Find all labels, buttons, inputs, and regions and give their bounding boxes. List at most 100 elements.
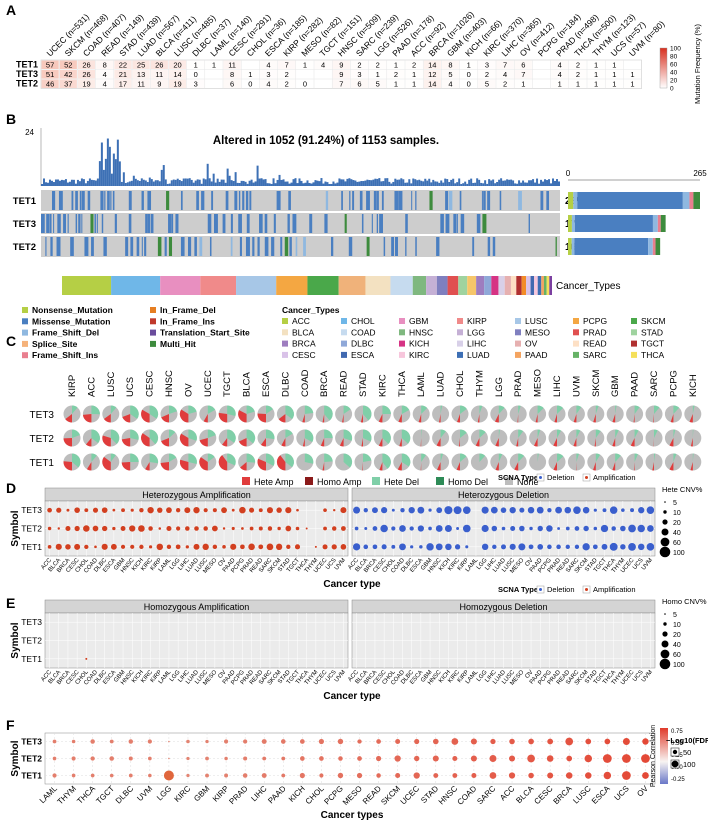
histogram-bar xyxy=(368,180,371,186)
cancer-legend-swatch xyxy=(341,318,347,324)
mutation-cell xyxy=(330,237,334,256)
cnv-dot xyxy=(518,543,526,551)
histogram-bar xyxy=(482,183,485,186)
mutation-cell xyxy=(201,191,205,210)
pie-hete-amp-slice xyxy=(257,458,266,471)
histogram-bar xyxy=(280,179,283,186)
facet-title: Heterozygous Amplification xyxy=(142,490,251,500)
cnv-dot xyxy=(212,508,217,513)
mutation-cell xyxy=(344,214,347,233)
cancer-legend-swatch xyxy=(341,329,347,336)
cell-value: 1 xyxy=(612,70,616,79)
histogram-bar xyxy=(174,179,177,186)
pie-hete-amp-slice xyxy=(361,438,363,447)
cancer-type-segment xyxy=(543,276,547,295)
cnv-dot xyxy=(138,525,145,532)
histogram-bar xyxy=(240,180,243,186)
cancer-pie-label: SKCM xyxy=(591,369,602,397)
y-tick-label: TET2 xyxy=(21,524,42,534)
mutation-cell xyxy=(166,191,170,210)
histogram-bar xyxy=(41,183,43,186)
cnv-dot xyxy=(202,543,209,551)
cnv-dot xyxy=(637,543,645,551)
mutation-legend-swatch xyxy=(150,318,156,325)
cell-value: 1 xyxy=(594,80,598,89)
histogram-bar xyxy=(426,180,429,186)
cancer-legend-swatch xyxy=(515,351,521,358)
histogram-bar xyxy=(258,178,261,186)
histogram-bar xyxy=(84,183,87,186)
mutation-legend-swatch xyxy=(150,340,156,347)
cnv-dot xyxy=(557,527,561,530)
cancer-pie-label: PAAD xyxy=(630,372,641,397)
histogram-bar xyxy=(148,177,151,186)
histogram-bar xyxy=(338,178,341,186)
pie-hete-amp-slice xyxy=(65,414,72,423)
pie-hete-amp-slice xyxy=(669,438,674,447)
pie-hete-del-slice xyxy=(246,429,256,444)
correlation-dot xyxy=(471,772,477,779)
histogram-bar xyxy=(450,179,453,186)
mutation-cell xyxy=(50,237,53,256)
pie-hete-del-slice xyxy=(498,405,505,414)
histogram-bar xyxy=(474,182,477,186)
mutation-cell xyxy=(125,237,129,256)
pie-hete-del-slice xyxy=(343,429,353,441)
histogram-bar xyxy=(154,180,157,186)
panel-letter-c: C xyxy=(6,333,16,349)
cnv-dot xyxy=(285,525,292,532)
cancer-legend-label: TGCT xyxy=(641,339,664,349)
histogram-bar xyxy=(558,181,560,186)
cnv-dot xyxy=(565,526,570,531)
cancer-legend-label: DLBC xyxy=(351,339,374,349)
histogram-bar xyxy=(132,175,135,186)
mutation-cell xyxy=(242,191,245,210)
pie-hete-amp-slice xyxy=(260,438,266,447)
correlation-dot xyxy=(337,738,344,745)
histogram-bar xyxy=(130,180,133,186)
mutation-cell xyxy=(101,214,104,233)
mutation-cell xyxy=(222,214,226,233)
heatmap-cell xyxy=(59,79,77,88)
pie-hete-del-slice xyxy=(110,405,117,414)
pie-hete-del-slice xyxy=(518,429,524,438)
cnv-dot xyxy=(436,507,443,514)
pie-hete-del-slice xyxy=(615,405,617,414)
pie-hete-amp-slice xyxy=(689,414,693,423)
heatmap-cell xyxy=(150,60,168,69)
pie-hete-amp-slice xyxy=(514,462,519,471)
mutation-cell xyxy=(70,237,74,256)
pie-hete-amp-slice xyxy=(397,462,402,471)
cnv-dot xyxy=(601,543,608,550)
cancer-pie-label: KICH xyxy=(688,374,699,397)
mutation-cell xyxy=(57,214,61,233)
cnv-dot xyxy=(148,526,153,531)
histogram-bar xyxy=(104,158,107,186)
scna-legend-title: SCNA Type xyxy=(498,585,538,594)
cnv-dot xyxy=(92,507,99,513)
pie-hete-del-slice xyxy=(91,429,100,444)
histogram-bar xyxy=(218,181,221,186)
pie-hete-amp-slice xyxy=(322,414,325,423)
histogram-bar xyxy=(100,142,103,186)
histogram-bar xyxy=(514,183,517,186)
histogram-bar xyxy=(536,178,539,186)
cnv-dot xyxy=(583,525,589,532)
mutation-cell xyxy=(349,191,351,210)
panel-letter-a: A xyxy=(6,2,16,18)
histogram-bar xyxy=(196,179,199,186)
histogram-bar xyxy=(272,178,275,186)
cancer-type-segment xyxy=(516,276,522,295)
cancer-type-segment xyxy=(447,276,459,295)
cnv-dot xyxy=(193,507,200,514)
histogram-bar xyxy=(478,179,481,186)
histogram-bar xyxy=(436,181,439,186)
x-tick-label: CESC xyxy=(532,784,554,806)
mutation-cell xyxy=(381,191,384,210)
mutation-cell xyxy=(483,191,486,210)
pie-hete-amp-slice xyxy=(477,414,480,423)
histogram-bar xyxy=(380,181,383,186)
pie-hete-amp-slice xyxy=(322,462,325,471)
x-tick-label: KIRC xyxy=(172,784,192,804)
cnv-dot xyxy=(453,506,462,515)
